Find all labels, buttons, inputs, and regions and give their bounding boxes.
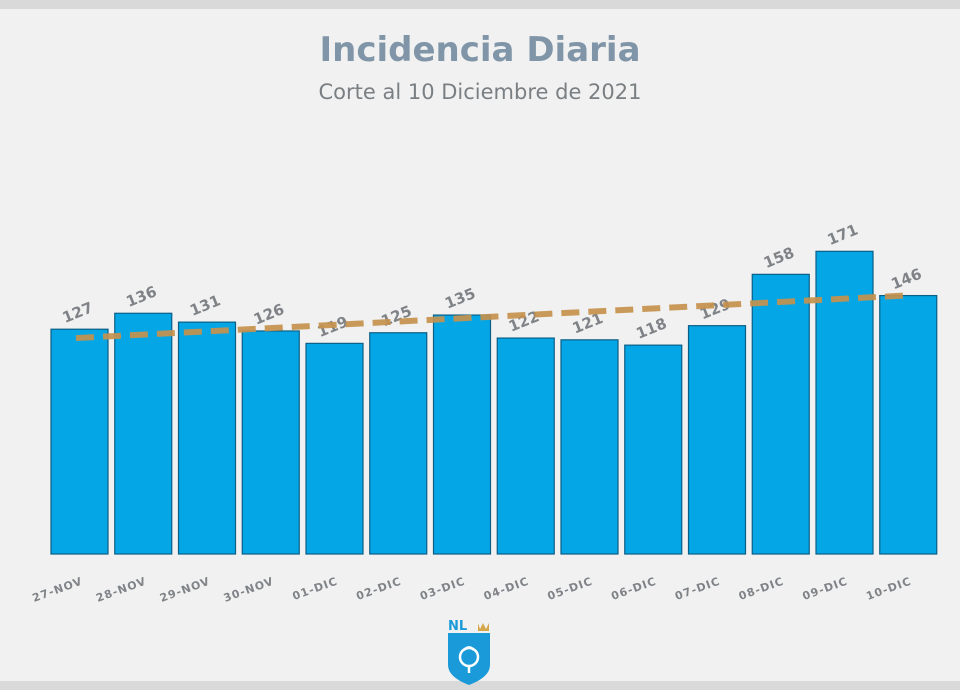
value-label-30-NOV: 126 xyxy=(251,300,287,328)
bar-02-DIC xyxy=(369,332,428,555)
trend-line xyxy=(75,292,905,342)
value-label-03-DIC: 135 xyxy=(442,284,478,312)
x-tick-labels-group: 27-NOV 28-NOV 29-NOV 30-NOV 01-DIC 02-DIC 03-D… xyxy=(31,575,914,605)
value-label-09-DIC: 171 xyxy=(825,220,861,248)
bar-03-DIC xyxy=(432,314,492,555)
x-tick-10-DIC: 10-DIC xyxy=(865,575,914,603)
value-label-02-DIC: 125 xyxy=(378,302,414,330)
x-tick-06-DIC: 06-DIC xyxy=(610,575,659,603)
bar-05-DIC xyxy=(560,339,619,555)
bars-group xyxy=(50,250,938,555)
x-tick-09-DIC: 09-DIC xyxy=(801,575,850,603)
x-tick-01-DIC: 01-DIC xyxy=(291,575,340,603)
value-label-29-NOV: 131 xyxy=(187,291,223,319)
nl-logo-icon xyxy=(448,623,490,685)
bar-09-DIC xyxy=(815,250,874,555)
x-tick-02-DIC: 02-DIC xyxy=(355,575,404,603)
value-label-28-NOV: 136 xyxy=(123,282,159,310)
bar-08-DIC xyxy=(751,273,810,555)
x-tick-27-NOV: 27-NOV xyxy=(31,575,85,605)
x-tick-04-DIC: 04-DIC xyxy=(482,575,531,603)
bar-06-DIC xyxy=(624,344,683,555)
bar-28-NOV xyxy=(114,312,173,555)
x-tick-05-DIC: 05-DIC xyxy=(546,575,595,603)
bar-01-DIC xyxy=(305,342,364,555)
value-label-27-NOV: 127 xyxy=(60,298,96,326)
bar-30-NOV xyxy=(241,330,300,555)
x-tick-29-NOV: 29-NOV xyxy=(158,575,212,605)
logo-text: NL xyxy=(448,619,468,634)
value-label-06-DIC: 118 xyxy=(633,314,669,342)
bar-27-NOV xyxy=(50,328,109,555)
bar-10-DIC xyxy=(879,294,938,555)
chart-subtitle: Corte al 10 Diciembre de 2021 xyxy=(318,80,642,104)
value-label-08-DIC: 158 xyxy=(761,243,797,271)
value-label-07-DIC: 129 xyxy=(697,295,733,323)
x-tick-28-NOV: 28-NOV xyxy=(94,575,148,605)
x-tick-07-DIC: 07-DIC xyxy=(673,575,722,603)
x-tick-03-DIC: 03-DIC xyxy=(418,575,467,603)
x-tick-08-DIC: 08-DIC xyxy=(737,575,786,603)
bar-07-DIC xyxy=(687,325,747,555)
chart-title: Incidencia Diaria xyxy=(319,30,641,70)
bar-04-DIC xyxy=(496,337,555,555)
value-label-10-DIC: 146 xyxy=(888,265,924,293)
bar-29-NOV xyxy=(177,321,237,555)
x-tick-30-NOV: 30-NOV xyxy=(222,575,276,605)
